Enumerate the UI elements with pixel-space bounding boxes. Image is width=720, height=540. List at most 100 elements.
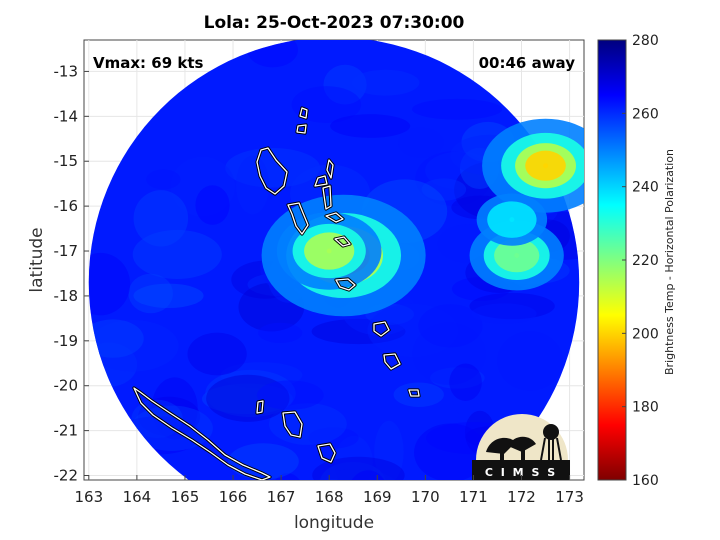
swath-texture-blob (195, 185, 230, 225)
swath-texture-blob (308, 427, 359, 449)
logo-ground (472, 460, 570, 480)
y-tick-label: -16 (54, 197, 79, 215)
swath-texture-blob (469, 292, 555, 320)
colorbar-tick-label: 200 (632, 326, 659, 342)
swath-texture-blob (471, 303, 537, 325)
x-tick-label: 163 (74, 488, 103, 506)
x-tick-label: 165 (171, 488, 200, 506)
swath-texture-blob (497, 331, 563, 391)
logo-tower-tank-icon (543, 424, 559, 440)
swath-texture-blob (187, 332, 247, 376)
chart-title: Lola: 25-Oct-2023 07:30:00 (204, 13, 465, 33)
swath-texture-blob (397, 127, 444, 158)
swath-texture-blob (430, 367, 485, 389)
y-tick-label: -20 (54, 377, 79, 395)
x-tick-label: 173 (555, 488, 584, 506)
swath-texture-blob (449, 363, 482, 401)
logo-tower-legs-icon (540, 437, 562, 461)
y-tick-label: -15 (54, 152, 79, 170)
swath-texture-blob (319, 461, 386, 480)
x-axis: 163 164 165 166 167 168 169 170 171 172 173 (74, 475, 584, 506)
logo-dish-right-stand (521, 446, 525, 460)
swath-texture-blob (133, 283, 204, 308)
y-axis-label: latitude (27, 227, 47, 292)
y-tick-label: -17 (54, 242, 79, 260)
swath-texture-blob (450, 363, 480, 417)
swath-texture-blob (418, 304, 483, 348)
swath-texture-blob (256, 380, 324, 410)
y-tick-label: -21 (54, 422, 79, 440)
swath-texture-blob (374, 420, 404, 480)
colorbar-tick-label: 280 (632, 33, 659, 49)
swath-texture-blob (425, 151, 495, 190)
logo-dish-left-icon (486, 437, 516, 454)
x-tick-label: 169 (363, 488, 392, 506)
x-tick-label: 170 (411, 488, 440, 506)
y-axis: -13 -14 -15 -16 -17 -18 -19 -20 -21 -22 (54, 62, 89, 485)
feature-layer (261, 118, 584, 317)
swath-texture-blob (421, 178, 467, 201)
logo-text: C I M S S (485, 466, 557, 479)
tb-feature-point (509, 217, 515, 223)
swath-texture-blob (206, 374, 290, 422)
swath-texture-blob (412, 98, 503, 120)
swath-texture-blob (88, 252, 131, 316)
y-tick-label: -22 (54, 467, 79, 485)
swath-texture-blob (351, 69, 420, 96)
y-tick-label: -13 (54, 62, 79, 80)
y-tick-label: -18 (54, 287, 79, 305)
colorbar-tick-label: 180 (632, 400, 659, 416)
tb-feature-point (326, 248, 332, 254)
logo-dish-right-icon (508, 436, 536, 452)
swath-texture-blob (330, 114, 411, 138)
colorbar-label: Brightness Temp - Horizontal Polarizatio… (663, 149, 676, 375)
swath-texture-blob (415, 151, 492, 206)
swath-texture-blob (138, 396, 201, 437)
swath-texture-blob (291, 86, 362, 124)
colorbar-tick-label: 240 (632, 180, 659, 196)
colorbar-tick-label: 160 (632, 473, 659, 489)
vmax-label: Vmax: 69 kts (93, 54, 203, 72)
x-tick-label: 166 (219, 488, 248, 506)
colorbar (597, 39, 627, 481)
x-axis-label: longitude (294, 513, 374, 533)
swath-texture-blob (220, 362, 303, 389)
cimss-logo: C I M S S (472, 414, 570, 480)
swath-texture-blob (227, 443, 299, 480)
swath-texture-blob (133, 190, 189, 247)
swath-texture-blob (170, 156, 236, 217)
swath-texture-blob (323, 64, 367, 105)
tb-feature-point (514, 253, 520, 259)
colorbar-ticks: 280 260 240 220 200 180 160 (622, 33, 659, 489)
swath-texture-blob (88, 320, 179, 372)
swath-texture-blob (414, 423, 487, 480)
y-tick-label: -19 (54, 332, 79, 350)
x-tick-label: 168 (315, 488, 344, 506)
y-tick-label: -14 (54, 107, 79, 125)
swath-texture-blob (312, 456, 405, 480)
x-tick-label: 171 (459, 488, 488, 506)
away-label: 00:46 away (479, 54, 576, 72)
x-tick-label: 172 (507, 488, 536, 506)
swath-texture-blob (235, 155, 270, 215)
swath-texture-blob (258, 322, 303, 343)
swath-texture-blob (146, 169, 181, 190)
swath-texture-blob (367, 303, 459, 358)
swath-texture-blob (412, 322, 486, 385)
swath-texture-blob (205, 369, 296, 418)
swath-texture-blob (334, 435, 374, 480)
colorbar-tick-label: 220 (632, 253, 659, 269)
x-tick-label: 167 (267, 488, 296, 506)
swath-texture-blob (128, 273, 174, 314)
tb-feature-point (543, 163, 549, 169)
coastline-highlight (133, 107, 420, 480)
colorbar-tick-label: 260 (632, 106, 659, 122)
swath-texture-blob (132, 229, 222, 280)
swath-texture-blob (225, 148, 321, 188)
swath-texture-blob (201, 383, 293, 415)
swath-texture-blob (311, 318, 406, 345)
logo-dish-left-stand (500, 448, 504, 460)
coastlines (132, 106, 421, 480)
x-tick-label: 164 (123, 488, 152, 506)
